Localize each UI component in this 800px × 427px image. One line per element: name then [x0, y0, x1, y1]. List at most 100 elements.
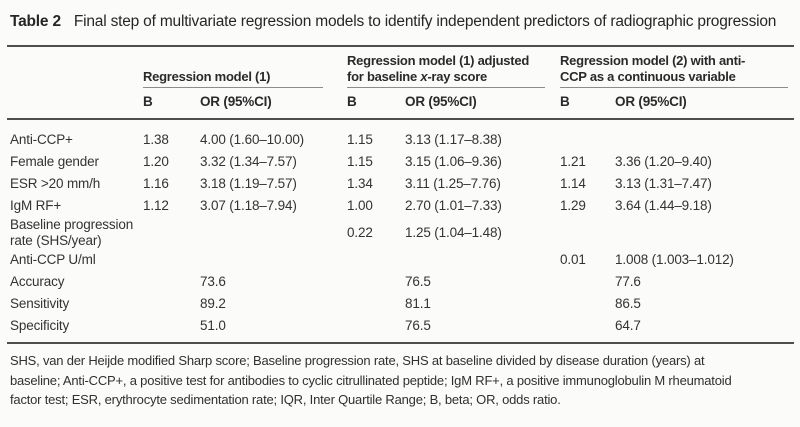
cell-or2: 76.5 — [405, 318, 431, 333]
table-row-anti-ccp-uml: Anti-CCP U/ml 0.01 1.008 (1.003–1.012) — [7, 249, 794, 271]
row-label: Baseline progression rate (SHS/year) — [10, 217, 134, 248]
group-header-model2-line1: Regression model (2) with anti- — [560, 53, 746, 68]
row-label: Sensitivity — [10, 296, 70, 311]
table-row-specificity: Specificity 51.0 76.5 64.7 — [7, 315, 794, 343]
group-header-model2-line2: CCP as a continuous variable — [560, 68, 736, 84]
cell-b2: 1.00 — [347, 198, 373, 213]
cell-or1 — [200, 249, 347, 271]
group-header-model1-adjusted: Regression model (1) adjusted for baseli… — [347, 46, 560, 88]
row-label: IgM RF+ — [10, 198, 62, 213]
cell-or1: 73.6 — [200, 274, 226, 289]
table-row-anti-ccp: Anti-CCP+ 1.38 4.00 (1.60–10.00) 1.15 3.… — [7, 119, 794, 151]
cell-b2 — [347, 315, 405, 343]
cell-b3 — [560, 217, 615, 249]
cell-b1: 1.20 — [143, 154, 169, 169]
cell-or3: 64.7 — [615, 318, 641, 333]
cell-b3: 1.29 — [560, 198, 586, 213]
table-row-sensitivity: Sensitivity 89.2 81.1 86.5 — [7, 293, 794, 315]
cell-b2 — [347, 271, 405, 293]
cell-or2 — [405, 249, 560, 271]
table-number: Table 2 — [10, 13, 61, 30]
cell-b2: 1.34 — [347, 176, 373, 191]
group-header-row: Regression model (1) Regression model (1… — [7, 46, 794, 88]
cell-b1: 1.38 — [143, 132, 169, 147]
cell-b1 — [143, 315, 200, 343]
row-label: Specificity — [10, 318, 70, 333]
cell-b3 — [560, 119, 615, 151]
row-label: Accuracy — [10, 274, 65, 289]
group-header-model2: Regression model (2) with anti- CCP as a… — [560, 46, 794, 88]
cell-or2: 76.5 — [405, 274, 431, 289]
regression-table: Regression model (1) Regression model (1… — [7, 45, 795, 344]
cell-or3: 1.008 (1.003–1.012) — [615, 252, 734, 267]
subheader-b1: B — [143, 88, 200, 120]
row-label: Anti-CCP U/ml — [10, 252, 96, 267]
cell-b1 — [143, 249, 200, 271]
cell-or1: 4.00 (1.60–10.00) — [200, 132, 305, 147]
cell-or3 — [615, 217, 794, 249]
footnote-line-1: SHS, van der Heijde modified Sharp score… — [10, 353, 705, 368]
cell-or2: 3.13 (1.17–8.38) — [405, 132, 502, 147]
cell-b3: 1.21 — [560, 154, 586, 169]
cell-or1: 89.2 — [200, 296, 226, 311]
cell-b3 — [560, 293, 615, 315]
cell-b1: 1.12 — [143, 198, 169, 213]
cell-or1: 3.07 (1.18–7.94) — [200, 198, 297, 213]
italic-x: x — [420, 68, 428, 84]
row-label: Anti-CCP+ — [10, 132, 73, 147]
table-footnote: SHS, van der Heijde modified Sharp score… — [10, 351, 792, 410]
cell-b1 — [143, 271, 200, 293]
table-row-baseline-progression: Baseline progression rate (SHS/year) 0.2… — [7, 217, 794, 249]
group-header-model1-adjusted-line1: Regression model (1) adjusted — [347, 53, 530, 68]
table-caption: Table 2 Final step of multivariate regres… — [0, 0, 800, 32]
table-row-accuracy: Accuracy 73.6 76.5 77.6 — [7, 271, 794, 293]
cell-b2: 1.15 — [347, 132, 373, 147]
cell-b1 — [143, 217, 200, 249]
subheader-row: B OR (95%CI) B OR (95%CI) B OR (95%CI) — [7, 88, 795, 120]
cell-or1 — [200, 217, 347, 249]
row-label: ESR >20 mm/h — [10, 176, 101, 191]
cell-or3: 77.6 — [615, 274, 641, 289]
cell-b3: 0.01 — [560, 252, 586, 267]
table-row-esr: ESR >20 mm/h 1.16 3.18 (1.19–7.57) 1.34 … — [7, 173, 794, 195]
cell-b3 — [560, 271, 615, 293]
footnote-line-2: baseline; Anti-CCP+, a positive test for… — [10, 372, 732, 388]
cell-or2: 3.11 (1.25–7.76) — [405, 176, 501, 191]
empty-subheader-cell — [7, 88, 143, 120]
cell-or2: 3.15 (1.06–9.36) — [405, 154, 502, 169]
subheader-or2: OR (95%CI) — [405, 88, 561, 120]
cell-or1: 3.32 (1.34–7.57) — [200, 154, 297, 169]
cell-b1 — [143, 293, 200, 315]
cell-b3 — [560, 315, 615, 343]
subheader-b2: B — [347, 88, 406, 120]
cell-or3 — [615, 119, 794, 151]
table-row-igm-rf: IgM RF+ 1.12 3.07 (1.18–7.94) 1.00 2.70 … — [7, 195, 794, 217]
cell-b3: 1.14 — [560, 176, 586, 191]
subheader-or3: OR (95%CI) — [615, 88, 795, 120]
group-header-model1-adjusted-line2-pre: for baseline — [347, 68, 421, 84]
cell-b2: 1.15 — [347, 154, 373, 169]
cell-or1: 3.18 (1.19–7.57) — [200, 176, 297, 191]
cell-or3: 3.13 (1.31–7.47) — [615, 176, 712, 191]
cell-or3: 86.5 — [615, 296, 641, 311]
cell-b2: 0.22 — [347, 225, 373, 240]
row-label: Female gender — [10, 154, 99, 169]
cell-or2: 1.25 (1.04–1.48) — [405, 225, 502, 240]
group-header-model1-adjusted-line2-post: -ray score — [427, 68, 487, 84]
footnote-line-3: factor test; ESR, erythrocyte sedimentat… — [10, 392, 561, 407]
cell-or2: 81.1 — [405, 296, 431, 311]
group-header-model1-label: Regression model (1) — [143, 68, 271, 84]
cell-b2 — [347, 293, 405, 315]
group-header-model1: Regression model (1) — [143, 46, 347, 88]
empty-corner-cell — [7, 46, 143, 88]
subheader-or1: OR (95%CI) — [200, 88, 348, 120]
caption-text: Final step of multivariate regression mo… — [73, 13, 777, 30]
subheader-b3: B — [560, 88, 616, 120]
cell-or3: 3.36 (1.20–9.40) — [615, 154, 712, 169]
cell-b2 — [347, 249, 405, 271]
cell-or3: 3.64 (1.44–9.18) — [615, 198, 712, 213]
cell-b1: 1.16 — [143, 176, 169, 191]
cell-or1: 51.0 — [200, 318, 226, 333]
cell-or2: 2.70 (1.01–7.33) — [405, 198, 502, 213]
